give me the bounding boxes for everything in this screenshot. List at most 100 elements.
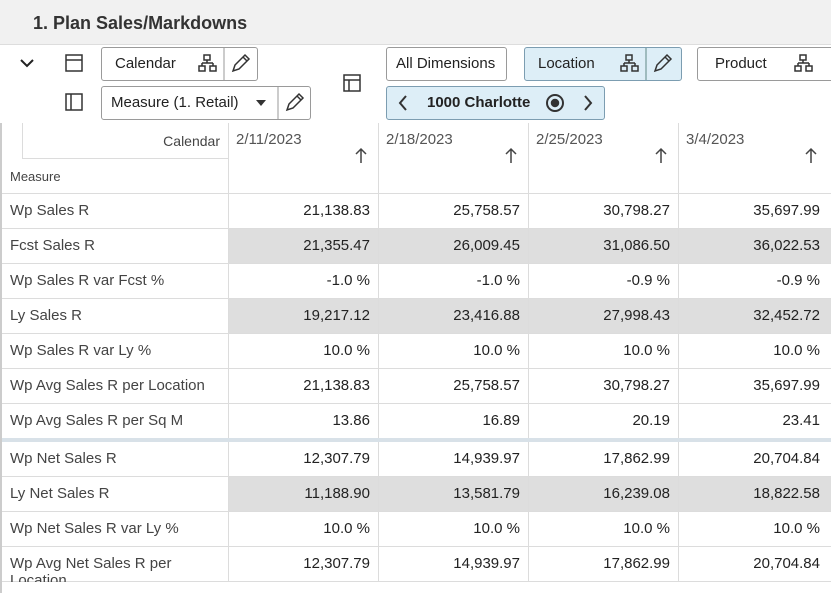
cell-value[interactable]: 32,452.72 xyxy=(753,307,820,324)
cell-border xyxy=(678,369,679,404)
collapse-icon[interactable] xyxy=(18,55,36,71)
cell-border xyxy=(528,369,529,404)
column-date[interactable]: 2/18/2023 xyxy=(386,131,453,148)
cell-value[interactable]: 18,822.58 xyxy=(753,485,820,502)
cell-border xyxy=(528,264,529,299)
sort-arrow xyxy=(504,147,518,165)
cell-border xyxy=(378,229,379,264)
row-label: Wp Sales R xyxy=(10,202,90,219)
column-header[interactable] xyxy=(528,123,678,193)
cell-value[interactable]: 23,416.88 xyxy=(453,307,520,324)
cell-value[interactable]: 36,022.53 xyxy=(753,237,820,254)
cell-value[interactable]: 10.0 % xyxy=(773,520,820,537)
cell-border xyxy=(678,547,679,582)
cell-border xyxy=(378,547,379,582)
location-label: Location xyxy=(538,55,595,72)
row-border xyxy=(0,263,831,264)
cell-value[interactable]: 25,758.57 xyxy=(453,377,520,394)
cell-value[interactable]: -0.9 % xyxy=(776,272,820,289)
cell-border xyxy=(528,299,529,334)
cell-value[interactable]: 25,758.57 xyxy=(453,202,520,219)
cell-value[interactable]: 19,217.12 xyxy=(303,307,370,324)
cell-border xyxy=(528,442,529,477)
cell-value[interactable]: 10.0 % xyxy=(323,342,370,359)
cell-value[interactable]: 13.86 xyxy=(332,412,370,429)
row-label: Wp Avg Net Sales R per Location xyxy=(10,555,172,582)
cell-value[interactable]: 21,355.47 xyxy=(303,237,370,254)
cell-value[interactable]: 20,704.84 xyxy=(753,450,820,467)
cell-value[interactable]: 10.0 % xyxy=(473,520,520,537)
cell-value[interactable]: 12,307.79 xyxy=(303,555,370,572)
column-header[interactable] xyxy=(678,123,828,193)
cell-border xyxy=(228,442,229,477)
column-date[interactable]: 2/25/2023 xyxy=(536,131,603,148)
cell-value[interactable]: 10.0 % xyxy=(623,342,670,359)
cell-border xyxy=(528,194,529,229)
row-border xyxy=(0,546,831,547)
cell-value[interactable]: 10.0 % xyxy=(473,342,520,359)
cell-border xyxy=(678,229,679,264)
layout-icon[interactable] xyxy=(65,54,83,72)
cell-value[interactable]: 12,307.79 xyxy=(303,450,370,467)
product-button[interactable]: Product xyxy=(697,47,831,81)
cell-value[interactable]: 20,704.84 xyxy=(753,555,820,572)
cell-value[interactable]: -1.0 % xyxy=(326,272,370,289)
location-button[interactable]: Location xyxy=(524,47,682,81)
row-border xyxy=(0,298,831,299)
row-border xyxy=(0,581,831,582)
column-header[interactable] xyxy=(378,123,528,193)
cell-value[interactable]: 16.89 xyxy=(482,412,520,429)
cell-value[interactable]: 31,086.50 xyxy=(603,237,670,254)
cell-value[interactable]: 14,939.97 xyxy=(453,555,520,572)
measure-dropdown[interactable]: Measure (1. Retail) xyxy=(101,86,311,120)
measure-label: Measure (1. Retail) xyxy=(111,94,239,111)
cell-value[interactable]: 26,009.45 xyxy=(453,237,520,254)
column-date[interactable]: 2/11/2023 xyxy=(236,131,302,148)
row-border xyxy=(0,333,831,334)
cell-value[interactable]: 10.0 % xyxy=(773,342,820,359)
cell-border xyxy=(528,477,529,512)
cell-value[interactable]: -0.9 % xyxy=(626,272,670,289)
cell-value[interactable]: 11,188.90 xyxy=(304,485,370,502)
layout-icon[interactable] xyxy=(65,93,83,111)
pivot-icon[interactable] xyxy=(343,74,361,92)
cell-value[interactable]: 21,138.83 xyxy=(303,377,370,394)
row-label: Ly Net Sales R xyxy=(10,485,110,502)
cell-value[interactable]: 17,862.99 xyxy=(603,555,670,572)
location-selector[interactable]: 1000 Charlotte xyxy=(386,86,605,120)
cell-value[interactable]: 35,697.99 xyxy=(753,202,820,219)
grid-left xyxy=(0,123,2,593)
cell-value[interactable]: -1.0 % xyxy=(476,272,520,289)
column-date[interactable]: 3/4/2023 xyxy=(686,131,745,148)
column-header[interactable] xyxy=(228,123,378,193)
data-grid: Calendar Measure 2/11/2023 2/18/2023 2/25/20… xyxy=(0,123,831,593)
cell-value[interactable]: 35,697.99 xyxy=(753,377,820,394)
row-shade xyxy=(228,229,831,264)
cell-value[interactable]: 13,581.79 xyxy=(453,485,520,502)
row-label: Wp Avg Sales R per Sq M xyxy=(10,412,184,429)
all-dimensions-button[interactable]: All Dimensions xyxy=(386,47,507,81)
row-label: Ly Sales R xyxy=(10,307,82,324)
group-separator xyxy=(0,438,831,442)
row-label: Wp Net Sales R xyxy=(10,450,117,467)
cell-value[interactable]: 17,862.99 xyxy=(603,450,670,467)
cell-value[interactable]: 30,798.27 xyxy=(603,202,670,219)
cell-border xyxy=(678,512,679,547)
cell-border xyxy=(228,547,229,582)
cell-value[interactable]: 20.19 xyxy=(632,412,670,429)
cell-value[interactable]: 21,138.83 xyxy=(303,202,370,219)
cell-value[interactable]: 14,939.97 xyxy=(453,450,520,467)
row-label: Fcst Sales R xyxy=(10,237,96,254)
cell-value[interactable]: 30,798.27 xyxy=(603,377,670,394)
calendar-button[interactable]: Calendar xyxy=(101,47,258,81)
cell-border xyxy=(378,477,379,512)
cell-value[interactable]: 10.0 % xyxy=(623,520,670,537)
cell-border xyxy=(228,264,229,299)
cell-border xyxy=(378,442,379,477)
cell-border xyxy=(378,334,379,369)
cell-value[interactable]: 23.41 xyxy=(782,412,820,429)
cell-value[interactable]: 16,239.08 xyxy=(603,485,670,502)
cell-value[interactable]: 27,998.43 xyxy=(603,307,670,324)
cell-value[interactable]: 10.0 % xyxy=(323,520,370,537)
